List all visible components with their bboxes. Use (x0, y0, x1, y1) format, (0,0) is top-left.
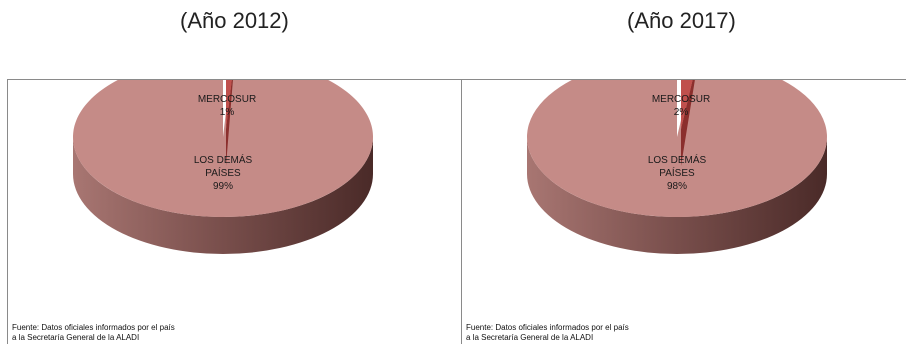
data-label-los-demas-name-1: PAÍSES (205, 166, 241, 179)
data-label-mercosur-name: MERCOSUR (652, 94, 710, 105)
data-label-los-demas-value: 98% (667, 181, 687, 192)
chart-title-2012: (Año 2012) (180, 8, 289, 33)
data-label-mercosur-value: 2% (674, 107, 689, 118)
chart-title-2017: (Año 2017) (627, 8, 736, 33)
slice-group-mercosur-2012 (226, 80, 233, 166)
slice-los-demas-2017 (527, 80, 827, 217)
source-line-2: a la Secretaría General de la ALADI (12, 333, 140, 342)
source-note-2017: Fuente: Datos oficiales informados por e… (466, 323, 629, 343)
source-line-1: Fuente: Datos oficiales informados por e… (12, 323, 175, 332)
chart-panel-2017: MERCOSUR 2% LOS DEMÁS PAÍSES 98% Fuente: Dat… (461, 79, 906, 344)
slice-side-mercosur-2012 (226, 80, 233, 166)
slice-side-los-demas-2012 (73, 137, 373, 254)
source-note-2012: Fuente: Datos oficiales informados por e… (12, 323, 175, 343)
data-label-mercosur-value: 1% (220, 107, 235, 118)
source-line-2: a la Secretaría General de la ALADI (466, 333, 594, 342)
slice-side-mercosur-2017 (681, 80, 695, 166)
slice-mercosur-2012 (226, 80, 232, 129)
slice-group-mercosur-2017 (681, 80, 695, 166)
data-label-los-demas-name-0: LOS DEMÁS (194, 153, 253, 166)
slice-side-los-demas-2017 (527, 137, 827, 254)
data-label-los-demas-name-1: PAÍSES (659, 166, 695, 179)
data-label-mercosur-name: MERCOSUR (198, 94, 256, 105)
slice-los-demas-2012 (73, 80, 373, 217)
data-label-los-demas-value: 99% (213, 181, 233, 192)
data-label-los-demas-name-0: LOS DEMÁS (648, 153, 707, 166)
source-line-1: Fuente: Datos oficiales informados por e… (466, 323, 629, 332)
chart-panel-2012: MERCOSUR 1% LOS DEMÁS PAÍSES 99% Fuente: Dat… (7, 79, 462, 344)
